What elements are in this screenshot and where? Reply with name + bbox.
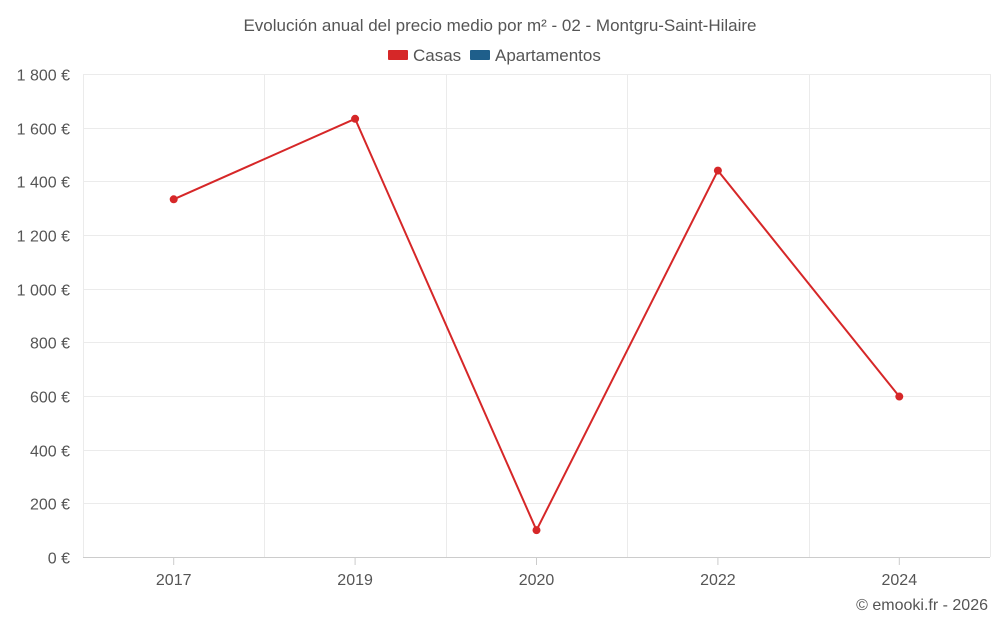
y-tick-label: 200 € bbox=[30, 497, 70, 514]
data-point[interactable] bbox=[169, 195, 178, 204]
legend-label-casas: Casas bbox=[413, 46, 461, 65]
data-point[interactable] bbox=[351, 114, 360, 123]
data-point[interactable] bbox=[713, 166, 722, 175]
x-tick-label: 2024 bbox=[882, 572, 918, 589]
series-layer bbox=[169, 114, 904, 535]
data-point[interactable] bbox=[532, 526, 541, 535]
y-tick-label: 0 € bbox=[48, 551, 70, 568]
x-tick-label: 2017 bbox=[156, 572, 192, 589]
legend-item-apartamentos[interactable]: Apartamentos bbox=[470, 46, 601, 65]
legend-label-apartamentos: Apartamentos bbox=[495, 46, 601, 65]
credit-text: © emooki.fr - 2026 bbox=[856, 597, 988, 614]
chart-title: Evolución anual del precio medio por m² … bbox=[243, 16, 756, 35]
y-tick-label: 1 200 € bbox=[17, 229, 70, 246]
series-line-casas bbox=[173, 117, 901, 532]
y-tick-label: 1 600 € bbox=[17, 122, 70, 139]
y-axis-ticks: 0 € 200 € 400 € 600 € 800 € 1 000 € 1 200 € 1 4… bbox=[17, 68, 70, 568]
grid bbox=[83, 74, 991, 557]
x-tick-label: 2022 bbox=[700, 572, 736, 589]
legend-swatch-apartamentos bbox=[470, 50, 490, 60]
legend: Casas Apartamentos bbox=[388, 46, 601, 65]
y-tick-label: 1 800 € bbox=[17, 68, 70, 85]
x-axis-ticks: 2017 2019 2020 2022 2024 bbox=[156, 557, 917, 589]
legend-swatch-casas bbox=[388, 50, 408, 60]
y-tick-label: 800 € bbox=[30, 336, 70, 353]
legend-item-casas[interactable]: Casas bbox=[388, 46, 461, 65]
x-tick-label: 2019 bbox=[337, 572, 373, 589]
data-point[interactable] bbox=[895, 392, 904, 401]
y-tick-label: 1 400 € bbox=[17, 175, 70, 192]
y-tick-label: 1 000 € bbox=[17, 283, 70, 300]
y-tick-label: 400 € bbox=[30, 444, 70, 461]
x-tick-label: 2020 bbox=[519, 572, 555, 589]
y-tick-label: 600 € bbox=[30, 390, 70, 407]
